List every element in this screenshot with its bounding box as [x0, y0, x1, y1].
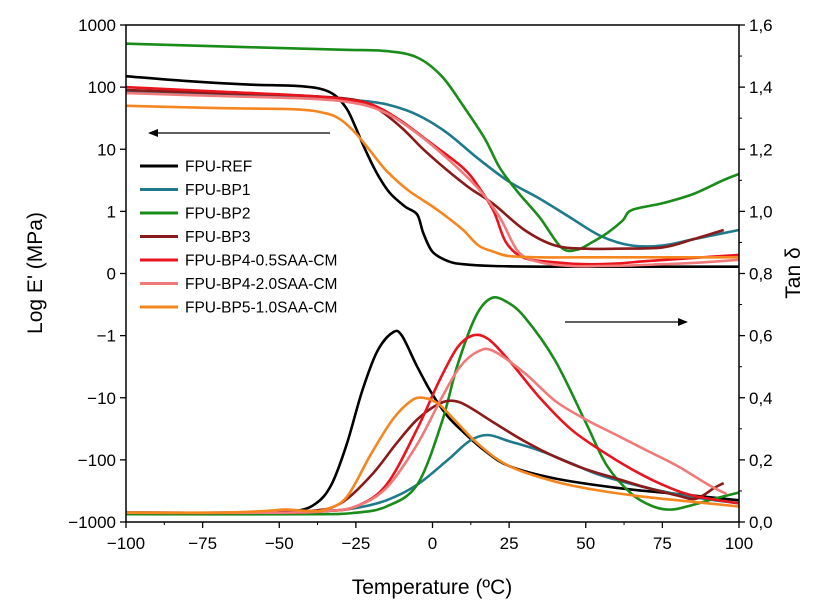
- arrow-left: [148, 129, 330, 137]
- x-tick-label: 75: [653, 534, 672, 553]
- x-tick-label: 25: [500, 534, 519, 553]
- x-tick-label: −100: [107, 534, 145, 553]
- legend-label: FPU-BP3: [185, 229, 250, 246]
- arrow-right: [565, 318, 688, 326]
- x-tick-label: 100: [725, 534, 753, 553]
- modulus-line-fpu-ref: [125, 74, 739, 269]
- x-tick-label: 50: [576, 534, 595, 553]
- legend-label: FPU-REF: [185, 159, 252, 176]
- y-right-tick-label: 1,6: [749, 16, 773, 35]
- legend-label: FPU-BP4-2.0SAA-CM: [185, 276, 337, 293]
- y-left-tick-label: 100: [88, 78, 116, 97]
- modulus-line-fpu-bp2: [125, 42, 740, 253]
- tan-delta-line-fpu-bp4-2-0saa-cm: [125, 347, 728, 515]
- y-left-tick-label: −1000: [68, 513, 116, 532]
- legend-label: FPU-BP2: [185, 206, 250, 223]
- legend: FPU-REF FPU-BP1 FPU-BP2 FPU-BP3 FPU-BP4-0.5S…: [140, 159, 337, 317]
- x-tick-label: −75: [188, 534, 217, 553]
- legend-label: FPU-BP5-1.0SAA-CM: [185, 300, 337, 317]
- tan-delta-line-fpu-bp5-1-0saa-cm: [125, 396, 740, 515]
- tan-delta-line-fpu-bp2: [125, 296, 740, 516]
- y-right-tick-label: 1,0: [749, 202, 773, 221]
- tan-delta-line-fpu-ref: [125, 329, 740, 515]
- legend-label: FPU-BP1: [185, 182, 250, 199]
- y-axis-label-right: Tan δ: [782, 247, 805, 298]
- y-right-tick-label: 0,4: [749, 389, 773, 408]
- y-left-tick-label: −10: [87, 389, 116, 408]
- modulus-line-fpu-bp5-1-0saa-cm: [125, 104, 740, 259]
- y-axis-label-left: Log E' (MPa): [24, 212, 47, 334]
- y-right-tick-label: 0,8: [749, 265, 773, 284]
- modulus-line-fpu-bp4-2-0saa-cm: [125, 91, 740, 268]
- x-axis-label: Temperature (ºC): [352, 576, 513, 599]
- y-right-tick-label: 1,2: [749, 140, 773, 159]
- y-left-tick-label: 0: [107, 265, 116, 284]
- plot-lines: [125, 42, 740, 516]
- tan-delta-line-fpu-bp4-0-5saa-cm: [125, 333, 740, 515]
- axis-ticks: −100 −75 −50 −25 0 25 50 75 10010001001010−1−10−…: [68, 16, 772, 553]
- legend-label: FPU-BP4-0.5SAA-CM: [185, 253, 337, 270]
- y-left-tick-label: −100: [78, 451, 116, 470]
- y-right-tick-label: 0,2: [749, 451, 773, 470]
- x-tick-label: −50: [265, 534, 294, 553]
- y-right-tick-label: 0,0: [749, 513, 773, 532]
- y-left-tick-label: 1: [107, 202, 116, 221]
- y-left-tick-label: −1: [97, 327, 116, 346]
- y-right-tick-label: 1,4: [749, 78, 773, 97]
- x-tick-label: −25: [341, 534, 370, 553]
- y-left-tick-label: 1000: [78, 16, 116, 35]
- y-right-tick-label: 0,6: [749, 327, 773, 346]
- x-tick-label: 0: [428, 534, 437, 553]
- y-left-tick-label: 10: [97, 140, 116, 159]
